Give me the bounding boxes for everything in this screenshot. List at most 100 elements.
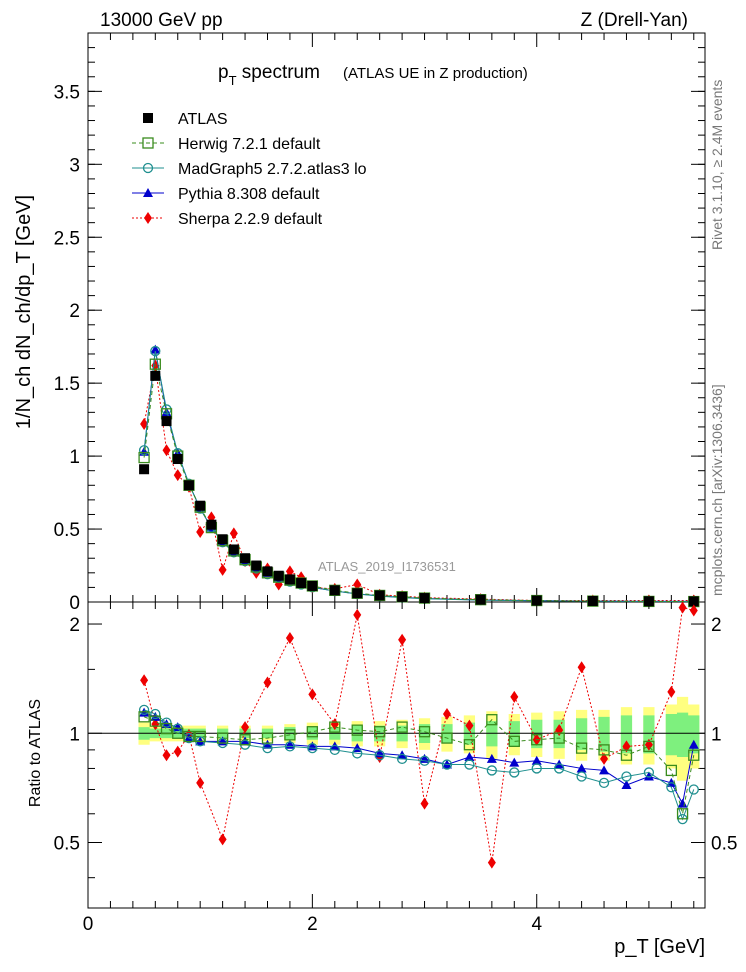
title-sub: T xyxy=(229,73,237,88)
sherpa-point xyxy=(308,688,317,701)
main-ytick-label: 1.5 xyxy=(54,374,80,395)
pythia-point xyxy=(576,763,587,773)
sherpa-point xyxy=(218,833,227,846)
legend-marker-herwig xyxy=(142,137,154,149)
herwig-point xyxy=(665,764,677,777)
herwig-point xyxy=(418,726,431,738)
atlas-point xyxy=(587,595,598,606)
analysis-watermark: ATLAS_2019_I1736531 xyxy=(318,559,456,574)
main-ytick-label: 2 xyxy=(69,301,80,322)
legend-label-madgraph: MadGraph5 2.7.2.atlas3 lo xyxy=(178,161,367,178)
atlas-point xyxy=(172,454,183,465)
main-ytick-label: 2.5 xyxy=(54,228,80,249)
sherpa-point xyxy=(173,745,182,758)
madgraph5-point xyxy=(374,750,385,761)
madgraph5-point xyxy=(598,777,610,789)
herwig-point xyxy=(441,732,453,744)
atlas-point xyxy=(296,578,307,589)
herwig-point xyxy=(575,742,588,754)
herwig-point xyxy=(149,358,161,370)
atlas-point xyxy=(217,534,228,545)
main-ytick-label: 1 xyxy=(69,447,80,468)
sherpa-line xyxy=(143,365,694,602)
madgraph5-point xyxy=(509,767,520,778)
herwig-point xyxy=(183,730,195,743)
sherpa-point xyxy=(420,797,429,810)
atlas-point xyxy=(273,570,284,581)
sherpa-point xyxy=(140,418,149,431)
madgraph5-point xyxy=(688,784,699,795)
ratio-ytick-label: 2 xyxy=(69,615,80,636)
madgraph5-point xyxy=(464,759,475,770)
legend-label-pythia: Pythia 8.308 default xyxy=(178,186,320,203)
sherpa-point xyxy=(353,578,362,591)
pythia-point xyxy=(677,798,688,808)
herwig-point xyxy=(374,726,386,738)
madgraph5-point xyxy=(419,755,430,766)
atlas-point xyxy=(352,588,363,599)
herwig-point xyxy=(598,744,610,756)
atlas-point xyxy=(475,594,486,605)
herwig-point xyxy=(351,724,363,736)
atlas-point xyxy=(183,480,194,491)
sherpa-point xyxy=(218,563,227,576)
main-ytick-label: 0.5 xyxy=(54,520,80,541)
sherpa-point xyxy=(140,674,149,687)
ratio-ylabel: Ratio to ATLAS xyxy=(27,699,44,807)
legend-label-herwig: Herwig 7.2.1 default xyxy=(178,136,321,153)
sherpa-point xyxy=(678,601,687,614)
xtick-label: 0 xyxy=(83,914,94,935)
sherpa-point xyxy=(173,469,182,482)
herwig-point xyxy=(676,808,689,820)
pythia-point xyxy=(643,771,654,781)
title-note: (ATLAS UE in Z production) xyxy=(343,65,528,82)
ratio-ytick-label-right: 0.5 xyxy=(711,834,737,855)
madgraph5-point xyxy=(150,345,161,357)
xlabel: p_T [GeV] xyxy=(614,936,705,958)
pythia-point xyxy=(509,757,520,767)
legend-marker-atlas xyxy=(143,113,153,123)
madgraph5-point xyxy=(161,717,172,728)
herwig-point xyxy=(329,721,341,733)
sherpa-point xyxy=(398,633,407,646)
mcplots-label: mcplots.cern.ch [arXiv:1306.3436] xyxy=(709,384,725,596)
legend: ATLAS Herwig 7.2.1 default MadGraph5 2.7.2… xyxy=(132,111,367,228)
herwig-line xyxy=(143,716,695,814)
atlas-point xyxy=(195,500,206,511)
madgraph5-point xyxy=(576,771,587,782)
main-ytick-label: 3 xyxy=(69,155,80,176)
sherpa-point xyxy=(689,604,698,617)
atlas-point xyxy=(150,370,161,381)
madgraph5-point xyxy=(643,767,655,778)
plot-title: pT spectrum xyxy=(218,62,320,88)
atlas-point xyxy=(161,416,172,427)
sherpa-point xyxy=(442,708,451,721)
madgraph5-point xyxy=(554,763,565,774)
madgraph5-line xyxy=(143,709,695,821)
legend-label-atlas: ATLAS xyxy=(178,111,228,128)
atlas-point xyxy=(262,566,273,577)
sherpa-point xyxy=(510,690,519,703)
main-ytick-label: 3.5 xyxy=(54,82,80,103)
atlas-point xyxy=(397,591,408,602)
madgraph5-point xyxy=(621,771,632,782)
herwig-point xyxy=(216,732,229,744)
sherpa-point xyxy=(263,676,272,689)
sherpa-point xyxy=(285,565,294,578)
main-ytick-label: 0 xyxy=(69,593,80,614)
madgraph5-point xyxy=(396,753,408,765)
sherpa-point xyxy=(162,444,171,457)
herwig-point xyxy=(463,739,476,751)
atlas-point xyxy=(139,464,150,475)
sherpa-point xyxy=(487,856,496,869)
atlas-point xyxy=(206,519,217,530)
pythia-point xyxy=(150,344,161,354)
madgraph5-point xyxy=(352,748,363,759)
herwig-point xyxy=(553,732,565,744)
atlas-point xyxy=(228,544,239,555)
title-rest: spectrum xyxy=(237,62,320,83)
herwig-point xyxy=(239,734,251,746)
ratio-ytick-label: 1 xyxy=(69,724,80,745)
atlas-point xyxy=(240,553,251,564)
